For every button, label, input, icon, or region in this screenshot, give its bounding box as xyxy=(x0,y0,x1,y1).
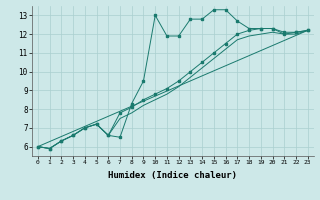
X-axis label: Humidex (Indice chaleur): Humidex (Indice chaleur) xyxy=(108,171,237,180)
